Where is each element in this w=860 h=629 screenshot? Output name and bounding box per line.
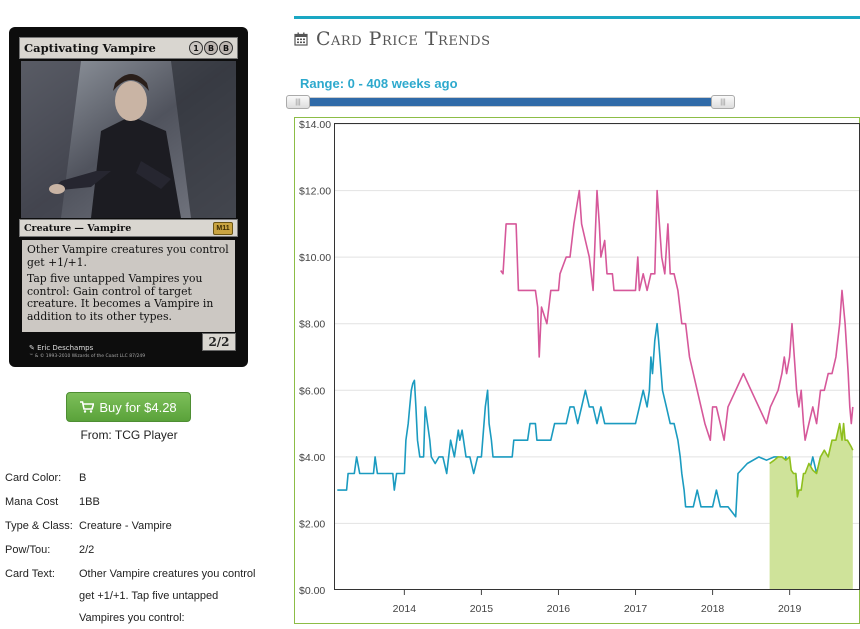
card-rules-text: Other Vampire creatures you control get … [22, 240, 235, 332]
card-name: Captivating Vampire [24, 41, 156, 55]
y-tick-label: $6.00 [299, 385, 325, 397]
set-symbol-icon: M11 [213, 221, 233, 235]
card-details: Card Color: B Mana Cost 1BB Type & Class… [5, 466, 265, 629]
x-tick-label: 2019 [778, 603, 802, 615]
mana-black-icon: B [219, 41, 233, 55]
detail-value: 2/2 [79, 544, 95, 556]
price-series-line-blue [337, 322, 853, 518]
card-type-bar: Creature — Vampire M11 [19, 219, 238, 237]
detail-label: Card Color: [5, 472, 62, 484]
card-rules-line: Other Vampire creatures you control get … [27, 243, 229, 269]
series-area-fill [769, 423, 853, 590]
detail-value: Other Vampire creatures you control get … [79, 568, 256, 624]
cart-icon [80, 401, 95, 413]
x-tick-label: 2016 [547, 603, 571, 615]
detail-label: Card Text: [5, 568, 55, 580]
card-rules-line: Tap five untapped Vampires you control: … [27, 272, 214, 323]
chart-title: Card Price Trends [294, 28, 491, 50]
range-label: Range: 0 - 408 weeks ago [300, 76, 458, 91]
x-tick-label: 2015 [470, 603, 494, 615]
y-tick-label: $10.00 [299, 252, 331, 264]
x-tick-label: 2017 [624, 603, 648, 615]
vampire-illustration [21, 61, 236, 218]
paintbrush-icon: ✎ [29, 344, 38, 352]
x-tick-label: 2018 [701, 603, 725, 615]
range-slider-start-handle[interactable]: ||| [286, 95, 310, 109]
chart-title-text: Card Price Trends [316, 28, 491, 50]
y-tick-label: $0.00 [299, 585, 325, 597]
detail-value: B [79, 472, 87, 484]
detail-value: 1BB [79, 496, 100, 508]
range-slider-end-handle[interactable]: ||| [711, 95, 735, 109]
detail-value: Creature - Vampire [79, 520, 172, 532]
y-tick-label: $4.00 [299, 452, 325, 464]
buy-button[interactable]: Buy for $4.28 [66, 392, 191, 422]
detail-row: Type & Class: Creature - Vampire [5, 514, 265, 538]
header-rule [294, 16, 860, 19]
x-tick-label: 2014 [393, 603, 417, 615]
detail-row: Mana Cost 1BB [5, 490, 265, 514]
detail-row: Card Color: B [5, 466, 265, 490]
mana-cost-symbols: 1 B B [189, 41, 233, 55]
y-tick-label: $12.00 [299, 186, 331, 198]
detail-row: Card Text: Other Vampire creatures you c… [5, 562, 265, 629]
buy-button-label: Buy for $4.28 [99, 399, 177, 415]
mana-black-icon: B [204, 41, 218, 55]
plot-area-border [334, 123, 860, 590]
detail-label: Pow/Tou: [5, 544, 51, 556]
price-series-line-pink [500, 189, 854, 441]
card-art [21, 61, 236, 218]
card-image: Captivating Vampire 1 B B Creature — Vam [9, 27, 248, 367]
y-tick-label: $14.00 [299, 119, 331, 131]
y-tick-label: $8.00 [299, 319, 325, 331]
price-series-line-green [769, 422, 854, 498]
detail-row: Pow/Tou: 2/2 [5, 538, 265, 562]
range-slider-fill [300, 98, 724, 106]
card-artist: ✎ Eric Deschamps [29, 344, 94, 352]
card-name-bar: Captivating Vampire 1 B B [19, 37, 238, 59]
detail-label: Type & Class: [5, 520, 73, 532]
calendar-icon [294, 32, 308, 46]
card-copyright: ™ & © 1993-2010 Wizards of the Coast LLC… [29, 354, 146, 359]
chart-frame [294, 117, 860, 624]
detail-label: Mana Cost [5, 496, 59, 508]
card-power-toughness: 2/2 [202, 333, 236, 351]
buy-source: From: TCG Player [80, 428, 178, 442]
mana-generic-icon: 1 [189, 41, 203, 55]
y-tick-label: $2.00 [299, 518, 325, 530]
card-type-line: Creature — Vampire [24, 222, 132, 234]
